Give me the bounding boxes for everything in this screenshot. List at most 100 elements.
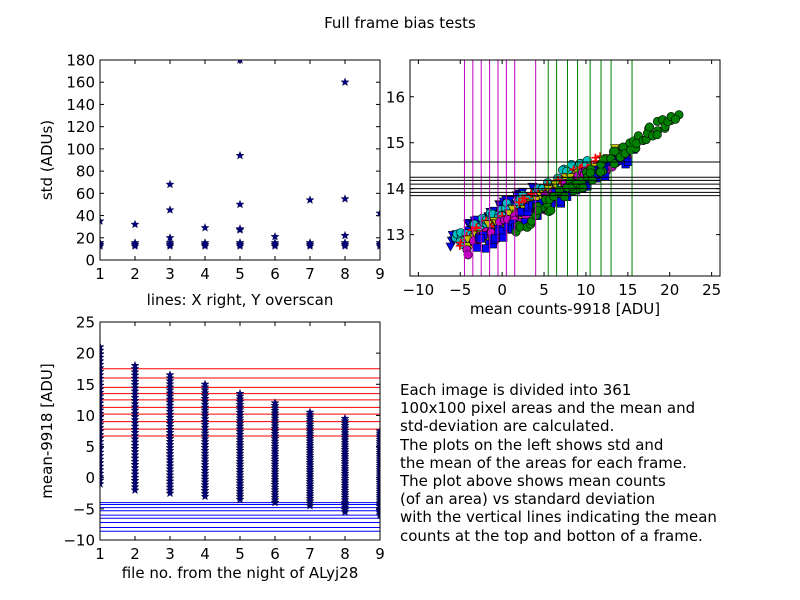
mean-point: [270, 431, 280, 441]
std-point: [340, 238, 350, 247]
mean-point: [305, 496, 315, 505]
x-tick-label: 7: [305, 265, 315, 283]
mean-point: [270, 454, 280, 464]
mean-point: [165, 479, 175, 489]
x-tick-label: 10: [576, 281, 595, 299]
mean-point: [130, 421, 140, 431]
std-point: [340, 230, 350, 240]
mean-point: [165, 485, 175, 495]
axes-frame: [99, 321, 381, 541]
std-points: [100, 60, 380, 250]
description-text: Each image is divided into 361 100x100 pi…: [400, 381, 790, 545]
x-tick-label: 4: [200, 545, 210, 563]
mean-point: [200, 439, 210, 449]
std-point: [235, 241, 245, 250]
mean-point: [200, 480, 210, 489]
mean_vs_file-axes: 1 2 3 4 5 6 7 8 9 −10 −5 0 5 10 15 20 25: [63, 314, 384, 564]
mean-point: [200, 419, 210, 429]
mean-point: [165, 370, 175, 379]
mean-point: [235, 467, 245, 477]
mean-point: [270, 446, 280, 456]
mean-point: [305, 431, 315, 441]
mean-point: [130, 456, 140, 466]
mean-point: [200, 431, 210, 440]
mean-point: [305, 441, 315, 450]
mean-point: [130, 367, 140, 376]
std-point: [270, 231, 280, 241]
mean-point: [165, 446, 175, 455]
x-tick-label: 2: [130, 265, 140, 283]
y-tick-label: 20: [76, 229, 95, 247]
mean-point: [130, 360, 140, 370]
y-tick-label: 180: [66, 52, 95, 70]
mean-point: [340, 413, 350, 423]
mean-point: [165, 433, 175, 443]
x-tick-label: −5: [449, 281, 471, 299]
std-point: [130, 238, 140, 247]
series-2-point: [527, 189, 536, 198]
mean-point: [235, 443, 245, 452]
mean-point: [165, 376, 175, 385]
description-line: with the vertical lines indicating the m…: [400, 508, 717, 527]
series-0-point: [445, 242, 456, 252]
description-line: 100x100 pixel areas and the mean and: [400, 399, 696, 418]
mean-point: [200, 382, 210, 392]
mean-point: [200, 428, 210, 438]
std_vs_file-axes: 1 2 3 4 5 6 7 8 9 0 20 40 60 80 100 120 140 160 180: [66, 52, 384, 284]
mean-point: [130, 380, 140, 389]
mean-point: [235, 399, 245, 409]
mean-point: [165, 382, 175, 391]
mean-point: [235, 418, 245, 428]
mean-point: [130, 383, 140, 392]
std-point: [165, 238, 175, 247]
mean-point: [270, 418, 280, 428]
x-axis-label: mean counts-9918 [ADU]: [470, 300, 660, 318]
x-axis-label: file no. from the night of ALyj28: [122, 564, 359, 582]
mean-point: [270, 423, 280, 433]
mean-point: [165, 461, 175, 470]
mean-point: [130, 434, 140, 443]
std-point: [130, 219, 140, 229]
mean-point: [200, 408, 210, 417]
y-tick-label: 60: [76, 185, 95, 203]
mean-point: [305, 484, 315, 493]
mean-point: [270, 426, 280, 435]
reference-lines: [410, 60, 720, 276]
mean-point: [200, 462, 210, 472]
mean-point: [270, 408, 280, 418]
mean-point: [130, 475, 140, 485]
mean-point: [200, 405, 210, 415]
series-3-point: [550, 180, 561, 190]
y-tick-label: 10: [76, 407, 95, 425]
mean-point: [200, 465, 210, 475]
mean-point: [270, 497, 280, 507]
description-line: the mean of the areas for each frame.: [400, 453, 687, 472]
mean-point: [235, 388, 245, 398]
x-tick-label: 1: [95, 545, 105, 563]
mean-point: [165, 394, 175, 404]
mean-point: [200, 483, 210, 492]
mean-point: [235, 405, 245, 414]
mean-point: [235, 470, 245, 479]
description-line: (of an area) vs standard deviation: [400, 490, 656, 509]
mean-point: [200, 414, 210, 423]
mean-point: [235, 473, 245, 482]
y-tick-label: 20: [76, 345, 95, 363]
mean-point: [165, 406, 175, 416]
mean-point: [130, 386, 140, 396]
y-tick-label: 80: [76, 163, 95, 181]
std-point: [375, 238, 380, 247]
mean-point: [165, 421, 175, 431]
mean-point: [270, 451, 280, 461]
mean-point: [200, 402, 210, 412]
mean-point: [340, 507, 350, 516]
std-point: [235, 224, 245, 233]
std-point: [235, 150, 245, 160]
mean-point: [235, 478, 245, 488]
mean-point: [165, 476, 175, 485]
mean-point: [130, 466, 140, 475]
mean-point: [235, 451, 245, 460]
mean-point: [130, 424, 140, 434]
mean-point: [165, 452, 175, 461]
